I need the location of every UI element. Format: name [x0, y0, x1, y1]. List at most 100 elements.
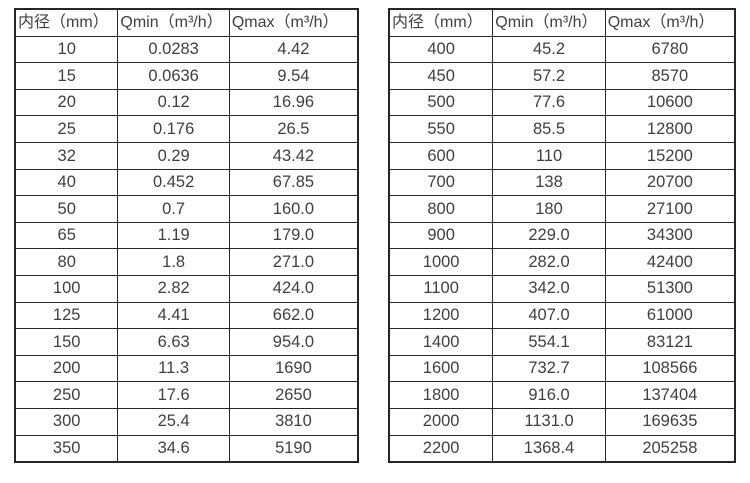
table-cell: 180: [492, 195, 606, 223]
table-cell: 5190: [228, 434, 359, 463]
table-cell: 0.12: [117, 88, 230, 117]
table-cell: 9.54: [228, 62, 359, 90]
table-cell: 160.0: [228, 195, 359, 223]
table-cell: 450: [388, 62, 494, 90]
table-cell: 83121: [604, 328, 736, 356]
table-cell: 11.3: [117, 354, 230, 383]
column-header: 内径（mm）: [388, 8, 494, 37]
table-row: 65 1.19 179.0: [14, 221, 359, 250]
table-row: 200 11.3 1690: [14, 354, 359, 383]
table-row: 1800 916.0 137404: [388, 381, 736, 409]
table-cell: 0.0636: [117, 62, 230, 90]
table-row: 10 0.0283 4.42: [14, 35, 359, 64]
table-cell: 15: [14, 62, 119, 90]
table-cell: 400: [388, 35, 494, 64]
table-cell: 26.5: [228, 115, 359, 143]
table-cell: 125: [14, 301, 119, 330]
column-header: Qmax（m³/h）: [228, 8, 359, 37]
table-row: 1600 732.7 108566: [388, 354, 736, 383]
table-cell: 700: [388, 168, 494, 197]
table-row: 25 0.176 26.5: [14, 115, 359, 143]
table-cell: 34.6: [117, 434, 230, 463]
table-row: 600 110 15200: [388, 141, 736, 170]
table-cell: 50: [14, 195, 119, 223]
table-cell: 6780: [604, 35, 736, 64]
table-cell: 1100: [388, 274, 494, 303]
table-cell: 6.63: [117, 328, 230, 356]
table-cell: 10: [14, 35, 119, 64]
table-cell: 954.0: [228, 328, 359, 356]
table-row: 2200 1368.4 205258: [388, 434, 736, 463]
table-row: 800 180 27100: [388, 195, 736, 223]
table-row: 40 0.452 67.85: [14, 168, 359, 197]
table-row: 80 1.8 271.0: [14, 248, 359, 276]
table-cell: 45.2: [492, 35, 606, 64]
column-header: 内径（mm）: [14, 8, 119, 37]
table-cell: 1368.4: [492, 434, 606, 463]
table-cell: 732.7: [492, 354, 606, 383]
table-cell: 137404: [604, 381, 736, 409]
table-cell: 424.0: [228, 274, 359, 303]
table-cell: 407.0: [492, 301, 606, 330]
table-cell: 10600: [604, 88, 736, 117]
table-cell: 51300: [604, 274, 736, 303]
column-header: Qmin（m³/h）: [117, 8, 230, 37]
table-cell: 15200: [604, 141, 736, 170]
table-cell: 27100: [604, 195, 736, 223]
table-cell: 1690: [228, 354, 359, 383]
header-row: 内径（mm） Qmin（m³/h） Qmax（m³/h）: [14, 8, 359, 37]
table-cell: 900: [388, 221, 494, 250]
table-cell: 80: [14, 248, 119, 276]
table-cell: 1.8: [117, 248, 230, 276]
table-row: 2000 1131.0 169635: [388, 407, 736, 436]
table-cell: 0.0283: [117, 35, 230, 64]
table-cell: 179.0: [228, 221, 359, 250]
table-cell: 16.96: [228, 88, 359, 117]
table-cell: 150: [14, 328, 119, 356]
table-row: 400 45.2 6780: [388, 35, 736, 64]
table-cell: 8570: [604, 62, 736, 90]
table-cell: 4.41: [117, 301, 230, 330]
table-cell: 2650: [228, 381, 359, 409]
table-cell: 2200: [388, 434, 494, 463]
flow-table-large-diameters: 内径（mm） Qmin（m³/h） Qmax（m³/h） 400 45.2 6780 450…: [388, 8, 736, 464]
table-cell: 34300: [604, 221, 736, 250]
table-cell: 1400: [388, 328, 494, 356]
table-cell: 0.7: [117, 195, 230, 223]
table-cell: 85.5: [492, 115, 606, 143]
table-row: 1200 407.0 61000: [388, 301, 736, 330]
table-cell: 108566: [604, 354, 736, 383]
table-cell: 350: [14, 434, 119, 463]
table-cell: 1.19: [117, 221, 230, 250]
table-cell: 42400: [604, 248, 736, 276]
table-cell: 110: [492, 141, 606, 170]
table-cell: 554.1: [492, 328, 606, 356]
table-row: 100 2.82 424.0: [14, 274, 359, 303]
table-cell: 40: [14, 168, 119, 197]
table-cell: 271.0: [228, 248, 359, 276]
table-cell: 65: [14, 221, 119, 250]
table-row: 1100 342.0 51300: [388, 274, 736, 303]
table-cell: 205258: [604, 434, 736, 463]
table-cell: 12800: [604, 115, 736, 143]
table-row: 250 17.6 2650: [14, 381, 359, 409]
table-cell: 200: [14, 354, 119, 383]
table-cell: 20: [14, 88, 119, 117]
column-header: Qmin（m³/h）: [492, 8, 606, 37]
table-cell: 20700: [604, 168, 736, 197]
table-cell: 4.42: [228, 35, 359, 64]
table-cell: 100: [14, 274, 119, 303]
table-cell: 77.6: [492, 88, 606, 117]
table-row: 300 25.4 3810: [14, 407, 359, 436]
table-cell: 250: [14, 381, 119, 409]
table-row: 500 77.6 10600: [388, 88, 736, 117]
table-cell: 1000: [388, 248, 494, 276]
table-cell: 61000: [604, 301, 736, 330]
table-cell: 342.0: [492, 274, 606, 303]
table-cell: 138: [492, 168, 606, 197]
table-cell: 600: [388, 141, 494, 170]
table-cell: 1600: [388, 354, 494, 383]
table-row: 700 138 20700: [388, 168, 736, 197]
table-cell: 32: [14, 141, 119, 170]
